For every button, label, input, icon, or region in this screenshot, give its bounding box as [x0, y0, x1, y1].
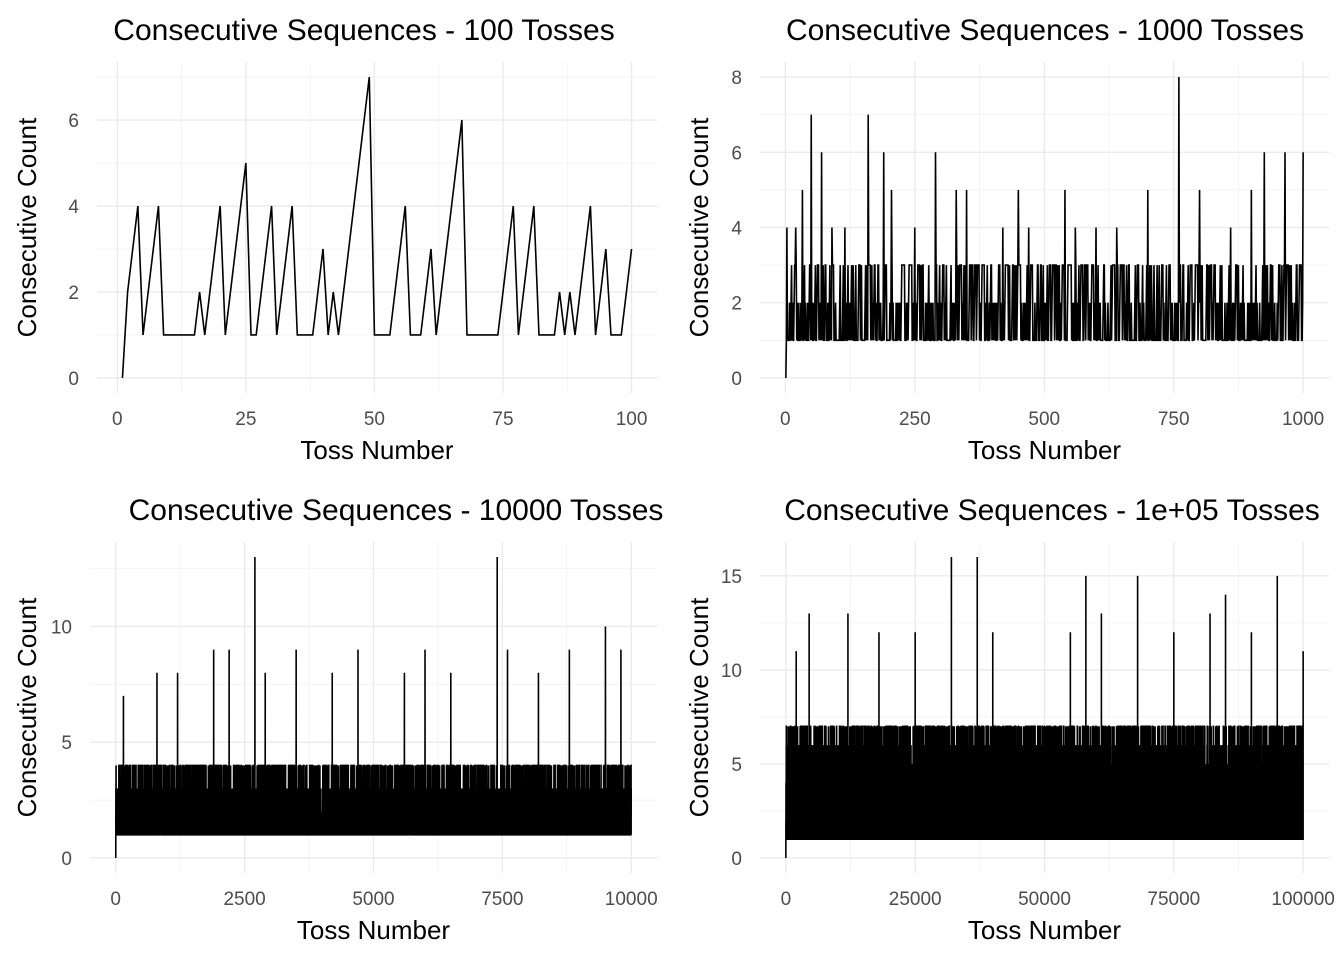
- y-tick-label: 0: [61, 849, 72, 870]
- x-tick-label: 10000: [605, 889, 658, 910]
- x-tick-label: 1000: [1282, 409, 1324, 430]
- x-tick-label: 0: [780, 409, 791, 430]
- y-axis-title: Consecutive Count: [12, 597, 42, 817]
- x-tick-label: 500: [1028, 409, 1060, 430]
- x-tick-label: 100: [616, 409, 648, 430]
- x-tick-label: 25000: [889, 889, 942, 910]
- x-axis-title: Toss Number: [968, 435, 1121, 465]
- y-tick-label: 2: [68, 283, 79, 304]
- series-line: [785, 557, 1304, 858]
- series-line: [121, 76, 633, 378]
- y-axis-title: Consecutive Count: [684, 597, 714, 817]
- y-tick-label: 2: [731, 294, 742, 315]
- y-tick-label: 8: [731, 68, 742, 89]
- series-line: [785, 77, 1304, 378]
- chart-panel-3: 0 2500 5000 7500 10000 0 5 10 Consecutive Sequen…: [12, 494, 663, 945]
- y-axis-title: Consecutive Count: [684, 117, 714, 337]
- x-tick-label: 25: [235, 409, 256, 430]
- x-tick-label: 5000: [352, 889, 394, 910]
- x-tick-label: 2500: [223, 889, 265, 910]
- x-tick-label: 50: [364, 409, 385, 430]
- chart-panel-4: 0 25000 50000 75000 100000 0 5 10 15 Consecutive …: [684, 494, 1335, 945]
- chart-panel-2: 0 250 500 750 1000 0 2 4 6 8 Consecutive Sequences…: [684, 14, 1329, 465]
- chart-title: Consecutive Sequences - 1000 Tosses: [786, 14, 1304, 47]
- x-axis-title: Toss Number: [968, 915, 1121, 945]
- chart-title: Consecutive Sequences - 10000 Tosses: [129, 494, 664, 527]
- x-tick-label: 75000: [1147, 889, 1200, 910]
- y-tick-label: 5: [731, 755, 742, 776]
- x-tick-label: 0: [112, 409, 123, 430]
- chart-title: Consecutive Sequences - 1e+05 Tosses: [784, 494, 1320, 527]
- y-tick-label: 4: [731, 219, 742, 240]
- y-tick-label: 4: [68, 197, 79, 218]
- y-axis-title: Consecutive Count: [12, 117, 42, 337]
- x-tick-label: 7500: [481, 889, 523, 910]
- y-tick-label: 6: [731, 143, 742, 164]
- x-tick-label: 50000: [1018, 889, 1071, 910]
- x-tick-label: 750: [1158, 409, 1190, 430]
- y-tick-label: 0: [731, 849, 742, 870]
- x-axis-title: Toss Number: [300, 435, 453, 465]
- y-tick-label: 0: [68, 369, 79, 390]
- y-tick-label: 10: [721, 661, 742, 682]
- y-tick-label: 15: [721, 567, 742, 588]
- x-tick-label: 0: [110, 889, 121, 910]
- chart-panel-1: 0 25 50 75 100 0 2 4 6 Consecutive Sequences - 10…: [12, 14, 657, 465]
- x-tick-label: 250: [899, 409, 931, 430]
- series-line: [114, 557, 633, 858]
- y-tick-label: 5: [61, 733, 72, 754]
- x-tick-label: 0: [781, 889, 792, 910]
- y-tick-label: 0: [731, 369, 742, 390]
- y-tick-label: 10: [51, 617, 72, 638]
- y-tick-label: 6: [68, 111, 79, 132]
- x-tick-label: 100000: [1271, 889, 1334, 910]
- x-tick-label: 75: [492, 409, 513, 430]
- x-axis-title: Toss Number: [297, 915, 450, 945]
- chart-title: Consecutive Sequences - 100 Tosses: [113, 14, 614, 47]
